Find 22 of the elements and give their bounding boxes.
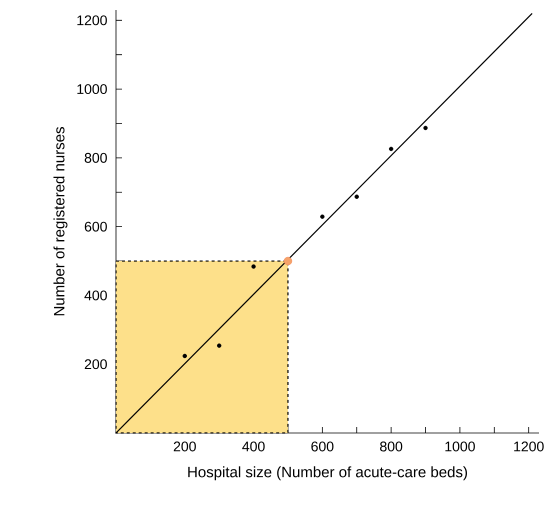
point (284, 256, 292, 266)
y-tick-label: 200 (84, 359, 107, 370)
x-axis-title: Hospital size (Number of acute-care beds) (188, 466, 467, 480)
x-tick-label: 600 (311, 442, 334, 452)
x-tick-label: 800 (380, 442, 402, 452)
y-axis-title: Number of registered nurses (53, 127, 68, 316)
point (388, 146, 394, 152)
y-tick-label: 400 (84, 290, 107, 300)
point (251, 264, 256, 269)
point (423, 126, 428, 130)
x-tick-label: 1000 (445, 442, 475, 452)
point (216, 343, 222, 348)
y-tick-label: 1000 (77, 84, 107, 94)
x-tick-label: 200 (174, 442, 196, 452)
x-tick-label: 400 (242, 442, 265, 452)
y-tick-label: 800 (84, 152, 107, 163)
y-tick-label: 600 (84, 222, 107, 232)
y-tick-label: 1200 (77, 15, 107, 26)
x-tick-label: 1200 (514, 442, 544, 452)
point (320, 214, 325, 219)
point (182, 354, 187, 358)
point (354, 194, 359, 199)
